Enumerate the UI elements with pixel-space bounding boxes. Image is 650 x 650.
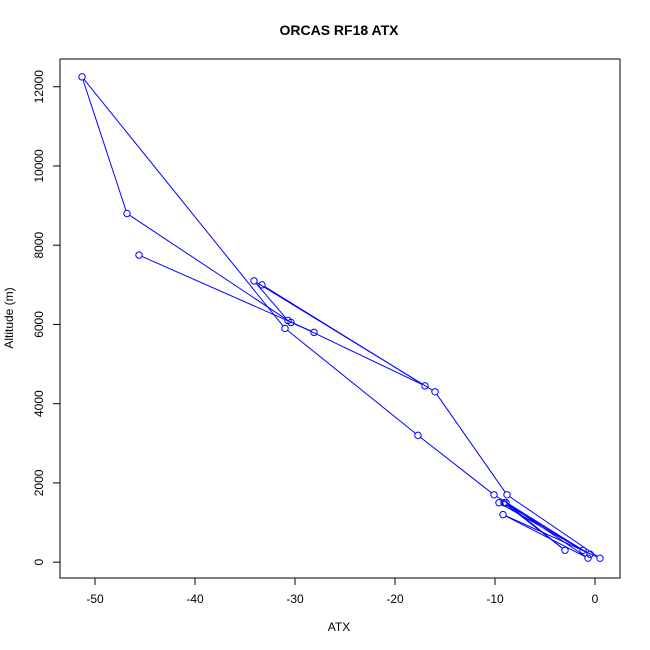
data-point [258, 281, 266, 289]
y-tick-label: 0 [32, 558, 46, 565]
chart-title: ORCAS RF18 ATX [279, 22, 399, 38]
data-point [561, 546, 569, 554]
series-line-segment [141, 255, 312, 332]
data-point [596, 554, 604, 562]
data-point [579, 546, 587, 554]
series-line-segment [290, 321, 423, 385]
data-point [584, 554, 592, 562]
data-point [431, 388, 439, 396]
series-line-segment [83, 79, 284, 327]
data-point [281, 324, 289, 333]
data-point [586, 550, 594, 558]
data-point [499, 510, 507, 519]
plot-frame [59, 58, 621, 579]
series-line-segment [505, 515, 586, 558]
data-point [502, 499, 510, 507]
data-point [78, 73, 86, 81]
series-line-segment [436, 394, 506, 493]
x-axis: -50 -40 -30 -20 -10 0 [86, 578, 599, 606]
data-point [123, 209, 131, 218]
series-line-segment [129, 214, 289, 322]
series-line-segment [264, 286, 423, 385]
data-point [250, 277, 258, 285]
series-line-segment [509, 496, 598, 557]
y-tick-label: 8000 [32, 232, 46, 259]
series-line-segment [420, 436, 492, 494]
data-point [490, 491, 498, 499]
data-point [310, 328, 318, 337]
x-tick-label: -20 [386, 592, 404, 606]
data-point [135, 251, 143, 259]
data-point [503, 491, 511, 499]
series-line-segment [82, 79, 127, 211]
series-layer [78, 73, 604, 562]
x-tick-label: 0 [592, 592, 599, 606]
series-line-segment [508, 504, 563, 549]
series-line-segment [505, 515, 598, 558]
y-tick-label: 4000 [32, 390, 46, 417]
y-tick-label: 6000 [32, 311, 46, 338]
x-tick-label: -40 [186, 592, 204, 606]
x-tick-label: -50 [86, 592, 104, 606]
series-line-segment [255, 282, 287, 319]
series-line-segment [287, 330, 416, 434]
x-tick-label: -30 [286, 592, 304, 606]
data-point [421, 382, 429, 390]
data-point [414, 431, 422, 440]
y-tick-label: 10000 [32, 149, 46, 183]
y-tick-label: 12000 [32, 70, 46, 104]
y-axis: 0 2000 4000 6000 8000 10000 12000 [32, 70, 60, 565]
data-point [495, 499, 503, 507]
y-tick-label: 2000 [32, 469, 46, 496]
series-line-segment [508, 504, 586, 557]
data-point [500, 499, 508, 507]
x-axis-label: ATX [328, 620, 350, 634]
data-point [284, 316, 292, 325]
y-axis-label: Altitude (m) [2, 287, 16, 348]
x-tick-label: -10 [486, 592, 504, 606]
